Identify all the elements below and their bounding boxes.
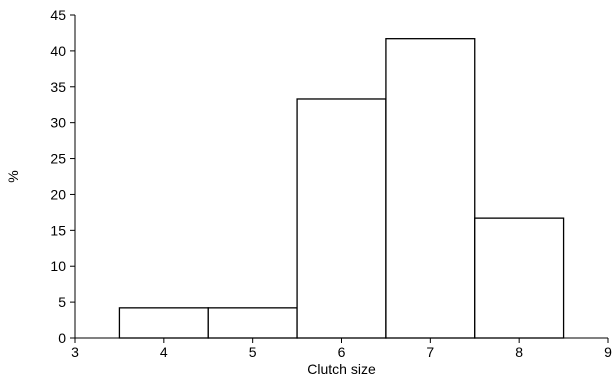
x-tick-label-6: 6 [338, 344, 346, 360]
x-tick-label-5: 5 [249, 344, 257, 360]
x-tick-label-4: 4 [160, 344, 168, 360]
y-tick-label-0: 0 [58, 330, 66, 346]
y-tick-label-45: 45 [50, 7, 66, 23]
y-axis-title: % [5, 170, 21, 182]
y-tick-label-30: 30 [50, 115, 66, 131]
x-tick-label-3: 3 [71, 344, 79, 360]
x-ticks-group: 3 4 5 6 7 8 9 [71, 338, 612, 360]
y-tick-label-35: 35 [50, 79, 66, 95]
bars-group [118, 38, 565, 339]
bar-5 [207, 307, 298, 339]
bar-8 [474, 217, 565, 339]
y-tick-label-25: 25 [50, 151, 66, 167]
x-axis-title: Clutch size [307, 361, 376, 377]
bar-6 [296, 98, 387, 339]
y-ticks-group: 0 5 10 15 20 25 30 35 40 45 [50, 7, 75, 346]
y-tick-label-10: 10 [50, 258, 66, 274]
y-tick-label-40: 40 [50, 43, 66, 59]
bar-4 [118, 307, 209, 339]
x-tick-label-7: 7 [426, 344, 434, 360]
bar-7 [385, 38, 476, 339]
y-tick-label-20: 20 [50, 186, 66, 202]
y-tick-label-5: 5 [58, 294, 66, 310]
x-tick-label-8: 8 [515, 344, 523, 360]
y-tick-label-15: 15 [50, 222, 66, 238]
x-tick-label-9: 9 [604, 344, 612, 360]
